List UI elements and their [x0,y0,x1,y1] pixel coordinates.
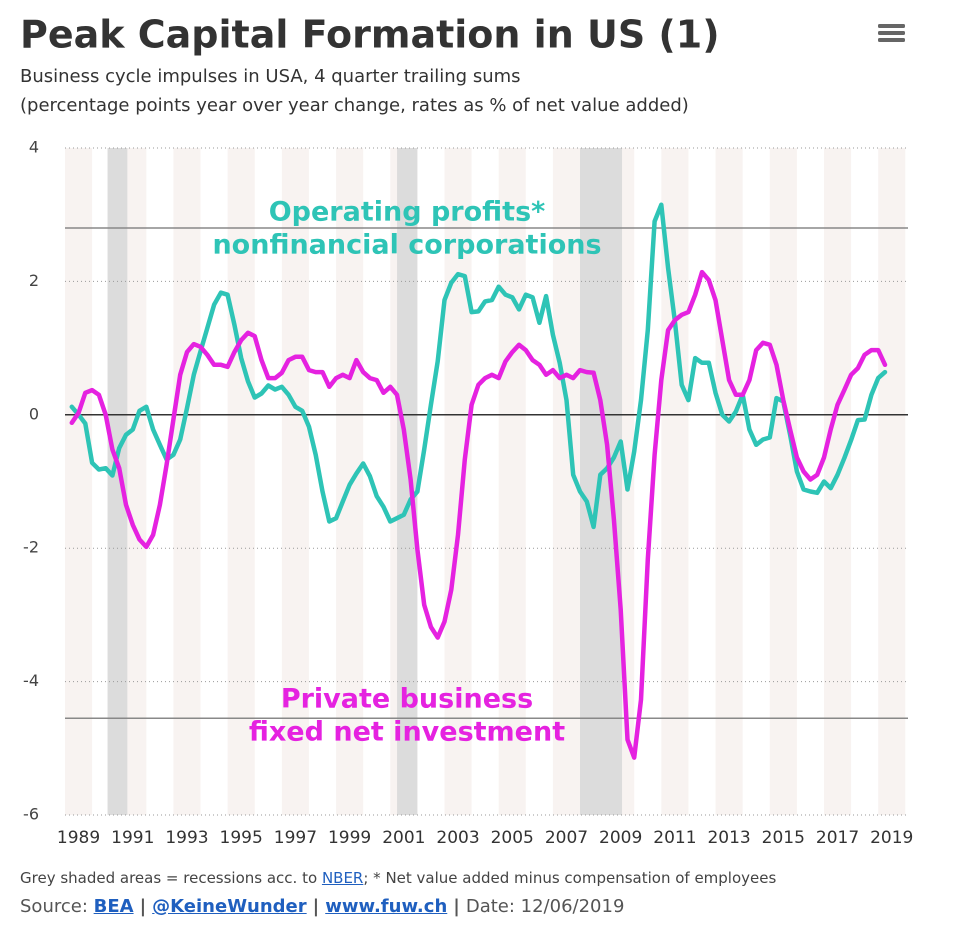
x-tick-label: 2013 [707,828,750,848]
x-tick-label: 1995 [220,828,263,848]
x-tick-label: 1997 [274,828,317,848]
annotation: Private business [281,684,533,715]
y-tick-label: -6 [23,805,39,824]
source-label: Source: [20,896,88,917]
recession-band [397,148,418,815]
chart-title: Peak Capital Formation in US (1) [20,13,720,57]
separator: | [312,896,320,917]
nber-link[interactable]: NBER [321,869,364,887]
series-line [69,202,888,530]
date: Date: 12/06/2019 [465,896,625,917]
x-tick-label: 1989 [57,828,100,848]
x-tick-label: 2003 [436,828,479,848]
x-tick-label: 2019 [870,828,913,848]
source-link[interactable]: @KeineWunder [152,896,307,917]
year-band [823,148,852,815]
year-band [444,148,472,815]
year-band [769,148,797,815]
separator: | [453,896,460,917]
source-line: Source: BEA | @KeineWunder | www.fuw.ch | Date… [20,896,624,917]
y-tick-label: 0 [29,404,39,423]
year-band [173,148,201,815]
year-band [878,148,906,815]
note-text: Grey shaded areas = recessions acc. to [20,869,318,887]
subtitle: (percentage points year over year change… [20,95,689,116]
y-tick-label: -4 [23,671,39,690]
annotation: fixed net investment [249,717,565,748]
recession-band [107,148,128,815]
separator: | [139,896,147,917]
source-link[interactable]: www.fuw.ch [325,896,448,917]
footnote: Grey shaded areas = recessions acc. to N… [20,869,776,887]
x-tick-label: 2015 [762,828,805,848]
y-tick-label: -2 [23,538,39,557]
series-line [69,269,888,760]
year-band [227,148,255,815]
year-band [715,148,743,815]
y-tick-label: 4 [29,138,39,157]
annotation: nonfinancial corporations [212,230,601,261]
year-band [65,148,93,815]
x-tick-label: 2009 [599,828,642,848]
menu-button[interactable] [876,22,906,46]
year-band [281,148,309,815]
subtitle: Business cycle impulses in USA, 4 quarte… [20,66,521,87]
x-tick-label: 1991 [111,828,154,848]
source-link[interactable]: BEA [93,896,134,917]
x-tick-label: 2011 [653,828,696,848]
x-tick-label: 1999 [328,828,371,848]
x-tick-label: 2007 [545,828,588,848]
x-tick-label: 2017 [816,828,859,848]
year-band [498,148,526,815]
chart: Peak Capital Formation in US (1) Busines… [20,13,913,849]
y-tick-label: 2 [29,271,39,290]
x-tick-label: 1993 [165,828,208,848]
x-tick-label: 2005 [491,828,534,848]
annotation: Operating profits* [269,197,546,228]
x-tick-label: 2001 [382,828,425,848]
note-text: ; * Net value added minus compensation o… [363,869,777,887]
